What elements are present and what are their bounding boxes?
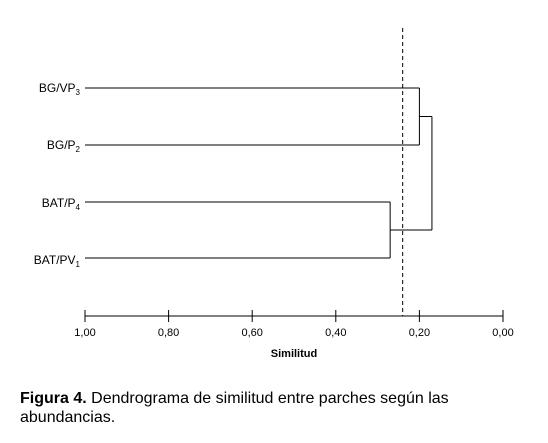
axis-ticks: 1,00 0,80 0,60 0,40 0,20 0,00 (74, 310, 514, 339)
axis-tick-label: 0,20 (409, 327, 430, 339)
dendrogram-plot: BG/VP3 BG/P2 BAT/P4 BAT/PV1 1,00 0,80 0,60… (34, 28, 514, 360)
axis-tick-label: 1,00 (74, 327, 95, 339)
leaf-label-bg-p2: BG/P2 (47, 138, 81, 154)
axis-tick-label: 0,80 (158, 327, 179, 339)
figure-caption: Figura 4. Dendrograma de similitud entre… (20, 389, 540, 427)
axis-tick-label: 0,00 (492, 327, 513, 339)
axis-title: Similitud (271, 348, 317, 360)
caption-text: Dendrograma de similitud entre parches s… (20, 390, 449, 426)
axis-tick-label: 0,60 (241, 327, 262, 339)
axis-tick-label: 0,40 (325, 327, 346, 339)
caption-label: Figura 4. (20, 390, 87, 407)
leaf-label-bat-pv1: BAT/PV1 (34, 253, 81, 269)
leaf-label-bat-p4: BAT/P4 (42, 196, 81, 212)
dendrogram-branches (85, 87, 433, 259)
leaf-label-bg-vp3: BG/VP3 (39, 81, 81, 97)
leaf-labels: BG/VP3 BG/P2 BAT/P4 BAT/PV1 (34, 81, 81, 269)
x-axis: 1,00 0,80 0,60 0,40 0,20 0,00 Similitud (74, 310, 514, 360)
